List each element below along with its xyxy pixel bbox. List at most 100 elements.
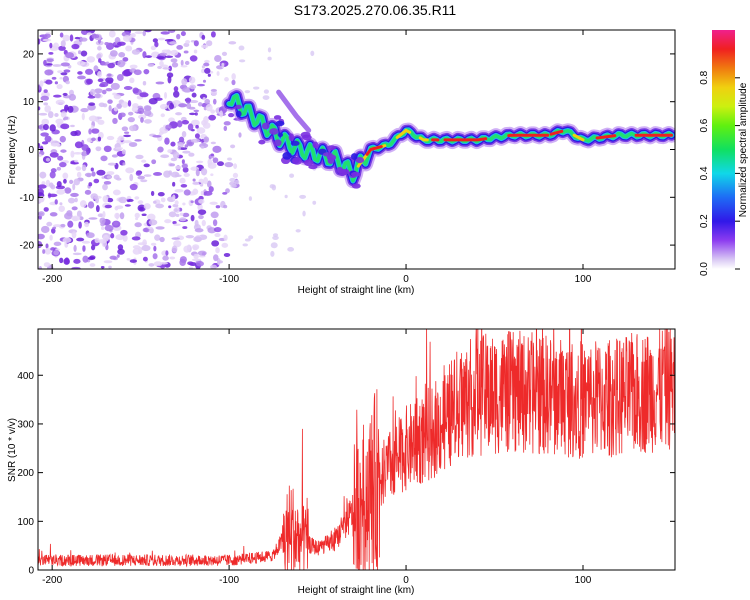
- noise-blob: [87, 256, 96, 261]
- noise-blob: [62, 237, 72, 243]
- noise-blob: [175, 112, 183, 116]
- noise-blob: [79, 37, 88, 42]
- noise-blob: [262, 95, 270, 100]
- ridge-core: [418, 136, 429, 142]
- noise-blob: [56, 84, 63, 90]
- ridge-spot: [292, 157, 302, 165]
- noise-blob: [174, 200, 179, 206]
- noise-blob: [212, 219, 218, 227]
- noise-blob: [203, 136, 210, 143]
- noise-blob: [178, 136, 185, 143]
- noise-blob: [224, 77, 229, 82]
- noise-blob: [184, 60, 190, 66]
- noise-blob: [64, 187, 72, 194]
- noise-blob: [128, 111, 134, 116]
- snr-series-line: [38, 329, 675, 570]
- noise-blob: [223, 121, 231, 126]
- ridge-spot: [312, 141, 319, 149]
- noise-blob: [263, 89, 270, 94]
- noise-blob: [98, 102, 105, 108]
- noise-blob: [102, 210, 106, 218]
- noise-blob: [76, 60, 86, 66]
- noise-blob: [222, 192, 228, 195]
- noise-blob: [102, 195, 109, 203]
- noise-blob: [231, 79, 236, 86]
- noise-blob: [49, 212, 58, 217]
- noise-blob: [99, 81, 109, 88]
- noise-blob: [101, 240, 107, 248]
- noise-blob: [166, 72, 174, 78]
- noise-blob: [228, 41, 237, 45]
- noise-blob: [163, 170, 172, 178]
- noise-blob: [38, 240, 43, 249]
- noise-blob: [182, 87, 192, 93]
- noise-blob: [197, 102, 203, 107]
- noise-blob: [93, 65, 99, 72]
- noise-blob: [138, 246, 143, 255]
- noise-blob: [210, 264, 218, 269]
- noise-blob: [228, 113, 235, 118]
- noise-blob: [181, 120, 190, 125]
- noise-blob: [80, 50, 88, 57]
- noise-blob: [232, 172, 239, 179]
- noise-blob: [67, 197, 76, 204]
- noise-blob: [73, 152, 82, 155]
- noise-blob: [152, 253, 158, 260]
- noise-blob: [101, 89, 107, 95]
- colorbar-tick-label: 0.4: [699, 166, 710, 180]
- noise-blob: [135, 171, 142, 176]
- noise-blob: [88, 217, 98, 220]
- noise-blob: [154, 41, 159, 48]
- noise-blob: [152, 200, 157, 204]
- noise-blob: [167, 76, 172, 84]
- noise-blob: [289, 173, 295, 178]
- noise-blob: [179, 258, 186, 266]
- noise-blob: [84, 221, 90, 228]
- noise-blob: [188, 106, 196, 110]
- noise-blob: [75, 166, 82, 171]
- noise-blob: [198, 215, 204, 220]
- noise-blob: [65, 52, 74, 59]
- noise-blob: [108, 105, 112, 112]
- noise-blob: [143, 119, 152, 124]
- noise-blob: [43, 102, 49, 106]
- noise-blob: [196, 127, 206, 134]
- ridge-spot: [261, 122, 270, 130]
- noise-blob: [71, 266, 81, 269]
- noise-blob: [44, 69, 54, 76]
- noise-blob: [56, 180, 62, 188]
- noise-blob: [180, 183, 188, 188]
- noise-blob: [160, 197, 166, 203]
- ridge-core: [549, 129, 564, 136]
- noise-blob: [38, 38, 41, 45]
- ridge-spot: [300, 131, 311, 138]
- noise-blob: [203, 177, 209, 185]
- noise-blob: [74, 36, 81, 40]
- noise-blob: [181, 78, 188, 86]
- noise-blob: [142, 256, 148, 262]
- noise-blob: [123, 85, 133, 91]
- noise-blob: [165, 250, 169, 256]
- noise-blob: [210, 88, 217, 92]
- noise-blob: [62, 92, 68, 96]
- noise-blob: [98, 58, 102, 63]
- noise-blob: [100, 266, 105, 269]
- noise-blob: [201, 44, 209, 49]
- noise-blob: [200, 190, 204, 196]
- noise-blob: [59, 135, 66, 143]
- ridge-spot: [277, 132, 284, 138]
- noise-blob: [215, 247, 220, 254]
- ridge-spot: [275, 120, 285, 127]
- noise-blob: [170, 58, 178, 63]
- noise-blob: [272, 235, 279, 240]
- noise-blob: [135, 154, 144, 160]
- noise-blob: [84, 189, 92, 195]
- noise-blob: [39, 80, 44, 88]
- noise-blob: [162, 67, 170, 70]
- noise-blob: [196, 160, 204, 164]
- noise-blob: [185, 97, 191, 104]
- noise-blob: [121, 126, 129, 132]
- noise-blob: [60, 149, 67, 153]
- noise-blob: [86, 78, 93, 85]
- noise-blob: [134, 139, 142, 142]
